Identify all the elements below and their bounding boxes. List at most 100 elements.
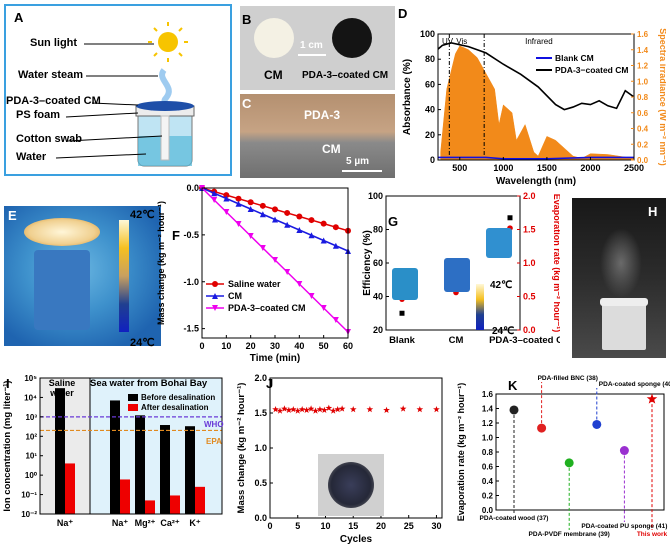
j-ytick-label-4: 2.0	[254, 373, 267, 383]
k-ytick-label-2: 0.4	[482, 477, 494, 486]
f-point	[272, 216, 278, 223]
panel-a: A Sun light Water steam PDA-3–coated CM …	[4, 4, 232, 176]
k-ytick-label-8: 1.6	[482, 390, 494, 399]
i-ytick-label-3: 10¹	[25, 452, 37, 461]
f-point	[259, 202, 266, 209]
panel-a-schematic	[55, 22, 195, 167]
j-point	[321, 406, 328, 413]
scale-bar	[298, 54, 326, 56]
f-point	[235, 200, 242, 207]
d-legend-label-1: PDA-3−coated CM	[555, 65, 628, 75]
d-y2tick-label-3: 0.6	[637, 109, 649, 118]
panel-i-group1: Saline water	[48, 378, 76, 398]
j-ytick-label-1: 0.5	[254, 478, 267, 488]
thermal-hotspot	[24, 218, 100, 246]
d-xtick-label-0: 500	[452, 163, 467, 173]
panel-i-epa: EPA	[206, 437, 222, 446]
panel-c-label-cm: CM	[322, 142, 341, 156]
d-xtick-label-1: 1000	[493, 163, 513, 173]
g-ytick-label-2: 60	[373, 258, 383, 268]
i-ytick-label-4: 10²	[25, 432, 37, 441]
f-point	[308, 232, 315, 239]
k-ytick-label-0: 0.0	[482, 506, 494, 515]
d-ytick-label-1: 20	[425, 130, 435, 140]
f-ytick-label-3: -1.5	[183, 324, 199, 334]
i-bar	[145, 500, 155, 514]
photo-coated-cm	[332, 18, 372, 58]
k-ytick-label-7: 1.4	[482, 405, 494, 414]
k-ytick-label-5: 1.0	[482, 434, 494, 443]
f-legend-marker-2	[212, 305, 218, 311]
j-xtick-label-1: 5	[295, 521, 300, 531]
panel-f-letter: F	[172, 228, 180, 243]
panel-c-letter: C	[242, 96, 252, 111]
d-y2tick-label-1: 0.2	[637, 140, 649, 149]
k-point-label-1: PDA-filled BNC (38)	[538, 375, 598, 382]
g-ytick-label-0: 20	[373, 325, 383, 335]
f-legend-label-0: Saline water	[228, 279, 281, 289]
i-category-label-2: Mg²⁺	[135, 518, 156, 528]
i-bar	[110, 400, 120, 514]
d-y2label: Spectra irradiance (W m⁻² nm⁻¹)	[658, 28, 666, 166]
f-ytick-label-0: 0.0	[186, 183, 199, 193]
j-point	[416, 406, 424, 413]
j-point	[285, 406, 293, 413]
j-xtick-label-6: 30	[431, 521, 441, 531]
j-point	[433, 406, 440, 413]
i-bar	[135, 415, 145, 514]
f-point	[247, 233, 254, 239]
d-y2tick-label-5: 1.0	[637, 77, 649, 86]
f-xtick-label-2: 20	[246, 341, 256, 351]
f-point	[223, 195, 230, 202]
f-point	[247, 206, 254, 212]
d-y2tick-label-6: 1.2	[637, 62, 649, 71]
j-xtick-label-2: 10	[320, 521, 330, 531]
panel-h	[572, 198, 666, 358]
j-point	[298, 406, 306, 413]
f-point	[320, 237, 327, 244]
f-point	[332, 224, 339, 231]
panel-k-letter: K	[508, 378, 518, 393]
k-axes-frame	[495, 393, 665, 511]
j-point	[334, 406, 341, 413]
i-bar	[160, 425, 170, 514]
j-point	[276, 407, 284, 414]
i-bar	[55, 388, 65, 514]
panel-b-label-coated: PDA-3–coated CM	[302, 70, 389, 81]
f-xtick-label-0: 0	[199, 341, 204, 351]
d-y2tick-label-2: 0.4	[637, 125, 649, 134]
d-ytick-label-4: 80	[425, 54, 435, 64]
g-efficiency-point	[399, 310, 405, 316]
f-xtick-label-4: 40	[294, 341, 304, 351]
j-point	[290, 406, 297, 413]
panel-g-letter: G	[388, 214, 399, 229]
i-ylabel: Ion concentration (mg liter⁻¹)	[2, 380, 13, 511]
f-xlabel: Time (min)	[250, 353, 300, 364]
j-xtick-label-0: 0	[267, 521, 272, 531]
f-xtick-label-1: 10	[221, 341, 231, 351]
d-ytick-label-3: 60	[425, 79, 435, 89]
j-inset-photo	[318, 454, 384, 516]
label-ps-foam: PS foam	[16, 109, 61, 121]
i-legend-label-0: Before desalination	[141, 393, 215, 402]
membrane-shape	[136, 101, 194, 111]
k-ytick-label-4: 0.8	[482, 448, 494, 457]
g-ytick-label-1: 40	[373, 292, 383, 302]
j-point	[329, 407, 337, 414]
j-ylabel: Mass change (kg m⁻² hour⁻¹)	[236, 383, 247, 514]
i-bar	[195, 486, 205, 514]
f-point	[320, 305, 327, 311]
f-point	[247, 199, 254, 206]
j-point	[383, 406, 390, 413]
g-thumb-cm	[444, 258, 470, 292]
i-ytick-label-1: 10⁻¹	[21, 491, 37, 500]
i-legend-swatch-1	[128, 404, 138, 411]
f-point	[259, 211, 266, 218]
j-point	[325, 404, 333, 411]
f-point	[284, 209, 291, 216]
f-point	[332, 242, 339, 249]
chart-d: UV Vis Infrared 500 1000 1500 2000 2500 0 20 40 60 8…	[402, 28, 666, 187]
f-point	[284, 221, 291, 228]
panel-i-group2: Sea water from Bohai Bay	[90, 378, 208, 389]
f-point	[308, 293, 315, 299]
